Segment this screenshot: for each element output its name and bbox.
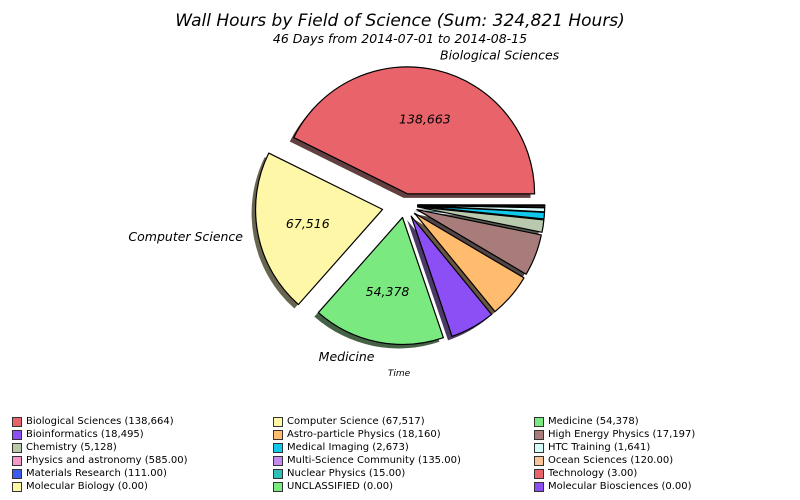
legend-swatch <box>534 429 544 440</box>
slice-value-label-biological-sciences: 138,663 <box>399 112 451 127</box>
legend-label: Medicine (54,378) <box>548 416 639 427</box>
legend-label: Molecular Biology (0.00) <box>26 481 148 492</box>
legend-swatch <box>12 455 22 466</box>
legend-swatch <box>12 416 22 427</box>
legend-label: Biological Sciences (138,664) <box>26 416 174 427</box>
legend-item-technology: Technology (3.00) <box>534 467 792 480</box>
slice-chemistry <box>416 206 545 233</box>
legend-label: UNCLASSIFIED (0.00) <box>287 481 394 492</box>
legend-item-biological-sciences: Biological Sciences (138,664) <box>12 415 273 428</box>
legend-swatch <box>273 429 283 440</box>
pie-slices <box>255 66 546 346</box>
legend-swatch <box>12 429 22 440</box>
slice-biological-sciences <box>293 66 536 195</box>
chart-subtitle: 46 Days from 2014-07-01 to 2014-08-15 <box>273 31 527 46</box>
slice-astro-particle-physics <box>414 212 525 313</box>
slice-value-label-medicine: 54,378 <box>366 284 410 299</box>
slice-outer-label-biological-sciences: Biological Sciences <box>440 47 560 62</box>
legend-item-astro-particle-physics: Astro-particle Physics (18,160) <box>273 428 534 441</box>
slice-outer-label-computer-science: Computer Science <box>128 229 243 244</box>
chart-title: Wall Hours by Field of Science (Sum: 324… <box>175 11 625 31</box>
legend-label: Bioinformatics (18,495) <box>26 429 144 440</box>
legend-label: Computer Science (67,517) <box>287 416 425 427</box>
legend-label: Ocean Sciences (120.00) <box>548 455 674 466</box>
legend-item-physics-and-astronomy: Physics and astronomy (585.00) <box>12 454 273 467</box>
legend-item-materials-research: Materials Research (111.00) <box>12 467 273 480</box>
legend-item-computer-science: Computer Science (67,517) <box>273 415 534 428</box>
x-axis-label: Time <box>388 369 411 379</box>
legend-item-chemistry: Chemistry (5,128) <box>12 441 273 454</box>
legend-label: High Energy Physics (17,197) <box>548 429 696 440</box>
legend-swatch <box>273 442 283 453</box>
legend-item-bioinformatics: Bioinformatics (18,495) <box>12 428 273 441</box>
legend-item-medicine: Medicine (54,378) <box>534 415 792 428</box>
legend-label: Chemistry (5,128) <box>26 442 117 453</box>
legend-swatch <box>273 455 283 466</box>
legend-label: Technology (3.00) <box>548 468 638 479</box>
legend-label: Medical Imaging (2,673) <box>287 442 409 453</box>
legend-label: Molecular Biosciences (0.00) <box>548 481 692 492</box>
slice-bioinformatics <box>410 215 493 337</box>
legend-item-molecular-biosciences: Molecular Biosciences (0.00) <box>534 480 792 493</box>
legend-item-unclassified: UNCLASSIFIED (0.00) <box>273 480 534 493</box>
legend-swatch <box>273 468 283 479</box>
legend-swatch <box>273 416 283 427</box>
legend-swatch <box>273 481 283 492</box>
legend-label: Physics and astronomy (585.00) <box>26 455 188 466</box>
slice-value-label-computer-science: 67,516 <box>286 216 330 231</box>
legend-swatch <box>12 468 22 479</box>
legend-swatch <box>534 468 544 479</box>
legend-swatch <box>12 481 22 492</box>
slice-medicine <box>317 216 444 346</box>
legend-label: HTC Training (1,641) <box>548 442 651 453</box>
legend-swatch <box>534 416 544 427</box>
legend-item-medical-imaging: Medical Imaging (2,673) <box>273 441 534 454</box>
slice-computer-science <box>255 152 384 306</box>
slice-high-energy-physics <box>416 208 542 275</box>
legend-label: Multi-Science Community (135.00) <box>287 455 461 466</box>
pie-labels: 138,663 Biological Sciences 67,516 Computer… <box>128 47 560 364</box>
legend: Biological Sciences (138,664) Computer Sc… <box>12 415 792 493</box>
legend-item-ocean-sciences: Ocean Sciences (120.00) <box>534 454 792 467</box>
legend-item-multi-science-community: Multi-Science Community (135.00) <box>273 454 534 467</box>
legend-item-high-energy-physics: High Energy Physics (17,197) <box>534 428 792 441</box>
legend-label: Astro-particle Physics (18,160) <box>287 429 441 440</box>
legend-item-htc-training: HTC Training (1,641) <box>534 441 792 454</box>
legend-swatch <box>534 481 544 492</box>
legend-swatch <box>12 442 22 453</box>
legend-label: Nuclear Physics (15.00) <box>287 468 406 479</box>
legend-swatch <box>534 455 544 466</box>
legend-item-molecular-biology: Molecular Biology (0.00) <box>12 480 273 493</box>
legend-label: Materials Research (111.00) <box>26 468 167 479</box>
legend-swatch <box>534 442 544 453</box>
slice-outer-label-medicine: Medicine <box>319 349 375 364</box>
legend-item-nuclear-physics: Nuclear Physics (15.00) <box>273 467 534 480</box>
